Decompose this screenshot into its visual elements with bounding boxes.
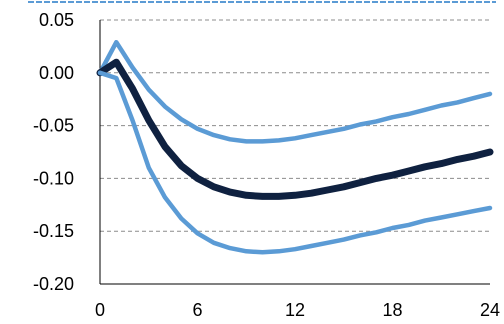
upper-band-line [97, 39, 493, 144]
x-tick-label: 24 [480, 300, 500, 320]
y-tick-label: -0.20 [33, 274, 74, 294]
y-tick-label: -0.10 [33, 168, 74, 188]
y-tick-label: -0.15 [33, 221, 74, 241]
y-tick-label: 0.05 [39, 10, 74, 30]
x-tick-labels: 0 6 12 18 24 [95, 300, 500, 320]
y-tick-label: -0.05 [33, 116, 74, 136]
lower-band-line [97, 70, 493, 255]
x-tick-label: 6 [192, 300, 202, 320]
x-tick-label: 0 [95, 300, 105, 320]
gridlines [100, 19, 490, 232]
series-lines [96, 39, 494, 255]
axes [99, 20, 490, 285]
point-estimate-line [96, 58, 494, 200]
x-tick-label: 12 [285, 300, 305, 320]
y-tick-label: 0.00 [39, 63, 74, 83]
y-tick-labels: 0.05 0.00 -0.05 -0.10 -0.15 -0.20 [33, 10, 74, 294]
x-tick-label: 18 [382, 300, 402, 320]
